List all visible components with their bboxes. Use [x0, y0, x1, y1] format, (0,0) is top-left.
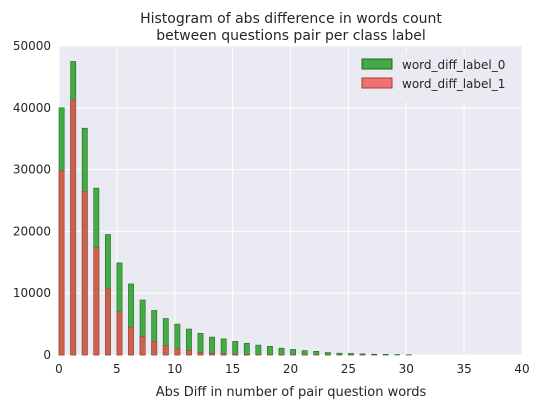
legend-swatch-label-0	[361, 58, 393, 70]
bar-word_diff_label_0-14	[220, 338, 227, 356]
y-tick-label: 20000	[13, 224, 51, 238]
x-axis-label: Abs Diff in number of pair question word…	[156, 385, 427, 400]
chart-title-line-1: Histogram of abs difference in words cou…	[140, 11, 442, 27]
bar-word_diff_label_1-10	[174, 348, 181, 356]
x-tick-label: 0	[55, 362, 63, 376]
bar-word_diff_label_0-23	[324, 352, 331, 356]
y-tick-labels: 0 10000 20000 30000 40000 50000	[13, 39, 51, 362]
x-tick-label: 30	[399, 362, 414, 376]
bar-word_diff_label_0-19	[278, 347, 285, 356]
bars	[58, 61, 412, 356]
y-tick-label: 40000	[13, 101, 51, 115]
y-tick-label: 50000	[13, 39, 51, 53]
legend-entry-label-1: word_diff_label_1	[402, 77, 505, 91]
legend-swatch-label-1	[361, 77, 393, 89]
y-tick-label: 0	[43, 348, 51, 362]
x-tick-label: 5	[113, 362, 121, 376]
bar-word_diff_label_1-12	[197, 352, 204, 356]
bar-word_diff_label_1-0	[58, 170, 65, 356]
bar-word_diff_label_0-15	[232, 341, 239, 356]
x-tick-label: 15	[225, 362, 240, 376]
bar-word_diff_label_1-5	[116, 311, 123, 356]
y-tick-label: 30000	[13, 163, 51, 177]
bar-word_diff_label_1-6	[128, 326, 134, 356]
bar-word_diff_label_1-11	[186, 350, 192, 356]
legend: word_diff_label_0 word_diff_label_1	[352, 54, 516, 102]
y-tick-label: 10000	[13, 286, 51, 300]
bar-word_diff_label_1-4	[105, 288, 111, 356]
series-word_diff_label_1	[58, 99, 378, 356]
bar-word_diff_label_1-2	[81, 190, 88, 356]
bar-word_diff_label_1-15	[232, 353, 239, 356]
bar-word_diff_label_0-21	[301, 350, 308, 356]
bar-word_diff_label_1-7	[139, 336, 146, 356]
legend-entry-label-0: word_diff_label_0	[402, 58, 505, 72]
x-tick-label: 40	[514, 362, 529, 376]
bar-word_diff_label_1-13	[209, 353, 215, 356]
bar-word_diff_label_0-18	[267, 346, 273, 356]
bar-word_diff_label_1-9	[162, 345, 169, 356]
bar-word_diff_label_0-28	[382, 354, 389, 356]
bar-word_diff_label_0-17	[255, 344, 262, 356]
bar-word_diff_label_1-3	[93, 247, 100, 356]
x-tick-label: 20	[283, 362, 298, 376]
bar-word_diff_label_0-16	[243, 342, 250, 356]
bar-word_diff_label_0-20	[290, 349, 297, 356]
bar-word_diff_label_0-13	[209, 336, 215, 356]
bar-word_diff_label_1-8	[151, 341, 158, 356]
x-tick-label: 35	[456, 362, 471, 376]
x-tick-label: 10	[167, 362, 182, 376]
x-tick-labels: 0 5 10 15 20 25 30 35 40	[55, 362, 529, 376]
bar-word_diff_label_1-14	[220, 353, 227, 356]
bar-word_diff_label_0-22	[313, 350, 320, 356]
x-tick-label: 25	[341, 362, 356, 376]
chart-title-line-2: between questions pair per class label	[156, 28, 426, 44]
bar-word_diff_label_0-12	[197, 333, 204, 356]
bar-word_diff_label_1-1	[70, 99, 77, 356]
